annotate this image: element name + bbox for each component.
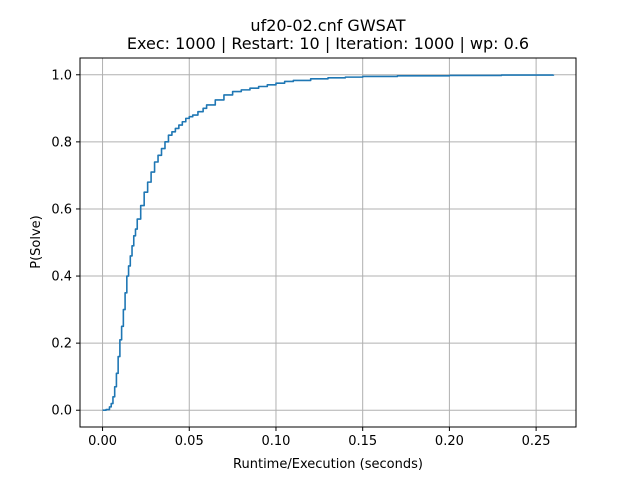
series-line bbox=[102, 74, 555, 412]
x-axis-label: Runtime/Execution (seconds) bbox=[233, 457, 423, 472]
y-tick-label: 0.2 bbox=[51, 337, 72, 352]
x-tick-label: 0.25 bbox=[522, 434, 551, 449]
y-axis-label: P(Solve) bbox=[29, 215, 44, 269]
y-axis-ticks: 0.0 0.2 0.4 0.6 0.8 1.0 bbox=[51, 68, 80, 419]
y-tick-label: 0.8 bbox=[51, 135, 72, 150]
grid bbox=[80, 58, 576, 427]
y-tick-label: 0.4 bbox=[51, 270, 72, 285]
x-tick-label: 0.10 bbox=[261, 434, 290, 449]
x-axis-ticks: 0.00 0.05 0.10 0.15 0.20 0.25 bbox=[88, 427, 551, 449]
chart-subtitle: Exec: 1000 | Restart: 10 | Iteration: 10… bbox=[127, 34, 529, 53]
x-tick-label: 0.00 bbox=[88, 434, 117, 449]
y-tick-label: 0.6 bbox=[51, 202, 72, 217]
plot-frame bbox=[79, 57, 577, 428]
series-layer bbox=[102, 74, 555, 412]
x-tick-label: 0.15 bbox=[348, 434, 377, 449]
y-tick-label: 1.0 bbox=[51, 68, 72, 83]
y-tick-label: 0.0 bbox=[51, 404, 72, 419]
x-tick-label: 0.05 bbox=[175, 434, 204, 449]
x-tick-label: 0.20 bbox=[435, 434, 464, 449]
chart-title: uf20-02.cnf GWSAT bbox=[250, 16, 405, 35]
